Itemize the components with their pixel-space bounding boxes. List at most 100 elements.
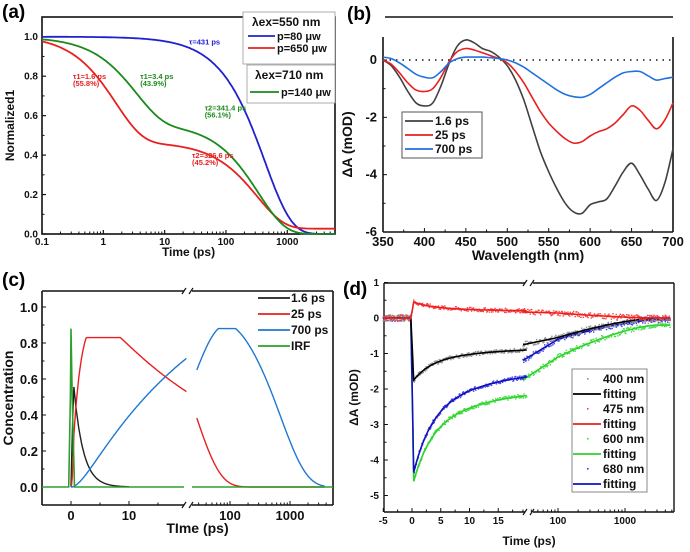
data-point bbox=[591, 338, 593, 341]
data-point bbox=[594, 315, 597, 318]
data-point bbox=[405, 316, 407, 318]
data-point bbox=[657, 322, 659, 324]
data-point bbox=[580, 347, 583, 350]
data-point bbox=[638, 328, 640, 331]
x-axis-label: Time (ps) bbox=[502, 534, 555, 548]
data-point bbox=[459, 410, 461, 412]
data-point bbox=[574, 334, 576, 337]
data-point bbox=[455, 354, 458, 356]
data-point bbox=[554, 311, 556, 313]
data-point bbox=[413, 381, 415, 383]
data-point bbox=[593, 325, 596, 328]
data-point bbox=[521, 375, 523, 378]
data-point bbox=[429, 364, 431, 366]
data-point bbox=[477, 388, 480, 390]
data-point bbox=[644, 318, 646, 320]
data-point bbox=[422, 371, 424, 374]
data-point bbox=[639, 319, 642, 321]
data-point bbox=[484, 404, 487, 406]
panel-c: 0 10 100 1000 0.0 0.2 0.4 0.6 0.8 1.0 TIme (ps) Con… bbox=[0, 287, 334, 536]
data-point bbox=[637, 315, 639, 317]
y-tick-label: 0.8 bbox=[24, 72, 38, 83]
data-point bbox=[578, 347, 580, 349]
data-point bbox=[556, 354, 559, 356]
data-point bbox=[593, 338, 595, 341]
data-point bbox=[523, 308, 525, 311]
data-point bbox=[488, 403, 491, 405]
data-point bbox=[528, 357, 531, 360]
data-point bbox=[531, 355, 533, 357]
data-point bbox=[505, 311, 507, 314]
data-point bbox=[511, 395, 513, 398]
data-point bbox=[562, 315, 564, 317]
data-point bbox=[621, 329, 624, 332]
data-point bbox=[477, 350, 480, 352]
data-point bbox=[651, 326, 654, 329]
data-point bbox=[576, 345, 578, 347]
data-point bbox=[515, 375, 517, 378]
x-tick-label: 10 bbox=[159, 237, 171, 248]
data-point bbox=[612, 312, 614, 315]
legend-entry: 680 nm bbox=[603, 462, 644, 476]
data-point bbox=[590, 340, 593, 342]
series-line-0 bbox=[41, 35, 335, 235]
data-point bbox=[553, 357, 556, 359]
data-point bbox=[533, 343, 535, 346]
y-tick-label: -4 bbox=[365, 167, 377, 182]
data-point bbox=[630, 314, 633, 316]
y-axis-label: ΔA (mOD) bbox=[347, 369, 361, 426]
data-point bbox=[526, 376, 528, 378]
data-point bbox=[572, 310, 575, 313]
data-point bbox=[574, 350, 576, 352]
data-point bbox=[439, 359, 442, 361]
data-point bbox=[472, 354, 474, 356]
data-point bbox=[578, 332, 580, 334]
data-point bbox=[417, 304, 420, 306]
data-point bbox=[396, 319, 398, 321]
data-point bbox=[438, 429, 440, 432]
data-point bbox=[583, 328, 585, 330]
legend-marker bbox=[587, 468, 589, 470]
data-point bbox=[567, 311, 569, 313]
data-point bbox=[652, 325, 654, 328]
data-point bbox=[555, 334, 557, 336]
data-point bbox=[575, 311, 577, 313]
x-tick-label: 0 bbox=[409, 516, 415, 527]
data-point bbox=[519, 348, 522, 350]
data-point bbox=[654, 320, 656, 323]
data-point bbox=[636, 324, 638, 327]
data-point bbox=[535, 343, 537, 346]
data-point bbox=[594, 325, 597, 327]
data-point bbox=[572, 348, 574, 350]
data-point bbox=[664, 322, 666, 325]
data-point bbox=[665, 318, 667, 320]
data-point bbox=[403, 315, 406, 317]
data-point bbox=[649, 325, 651, 328]
data-point bbox=[457, 307, 460, 309]
data-point bbox=[579, 332, 581, 335]
data-point bbox=[632, 323, 634, 325]
data-point bbox=[622, 314, 625, 316]
data-point bbox=[417, 372, 420, 374]
y-tick-label: -5 bbox=[370, 491, 379, 502]
data-point bbox=[650, 326, 653, 329]
data-point bbox=[648, 320, 650, 322]
data-point bbox=[429, 428, 431, 430]
data-point bbox=[492, 311, 494, 313]
data-point bbox=[598, 323, 601, 326]
data-point bbox=[591, 315, 593, 317]
data-point bbox=[662, 316, 664, 318]
data-point bbox=[588, 325, 590, 328]
legend-entry: 700 ps bbox=[435, 142, 473, 156]
data-point bbox=[436, 360, 438, 362]
data-point bbox=[525, 374, 527, 376]
y-axis-label: Normalized1 bbox=[3, 89, 17, 161]
data-point bbox=[660, 320, 662, 322]
data-point bbox=[545, 338, 547, 340]
y-tick-label: -2 bbox=[370, 385, 379, 396]
data-point bbox=[524, 360, 527, 362]
data-point bbox=[662, 318, 665, 320]
data-point bbox=[630, 323, 633, 326]
data-point bbox=[597, 328, 599, 331]
data-point bbox=[587, 345, 589, 347]
